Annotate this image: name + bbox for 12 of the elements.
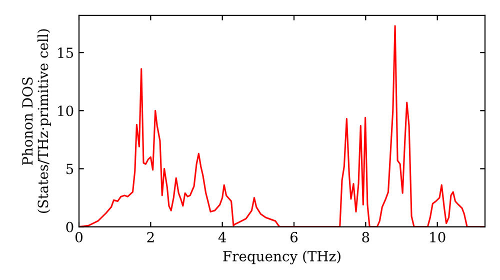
- x-tick-label: 6: [290, 232, 298, 242]
- x-tick-label: 2: [147, 232, 154, 242]
- y-tick-label: 0: [66, 222, 74, 232]
- y-tick-label: 5: [66, 164, 74, 174]
- y-tick-label: 10: [58, 106, 74, 116]
- x-tick-label: 0: [75, 232, 82, 242]
- x-axis-title: Frequency (THz): [223, 250, 340, 264]
- x-tick-label: 10: [430, 232, 446, 242]
- x-tick-label: 8: [362, 232, 370, 242]
- y-tick-label: 15: [58, 48, 74, 58]
- y-axis-title: Phonon DOS (States/THz·primitive cell): [22, 29, 51, 213]
- x-tick-label: 4: [218, 232, 226, 242]
